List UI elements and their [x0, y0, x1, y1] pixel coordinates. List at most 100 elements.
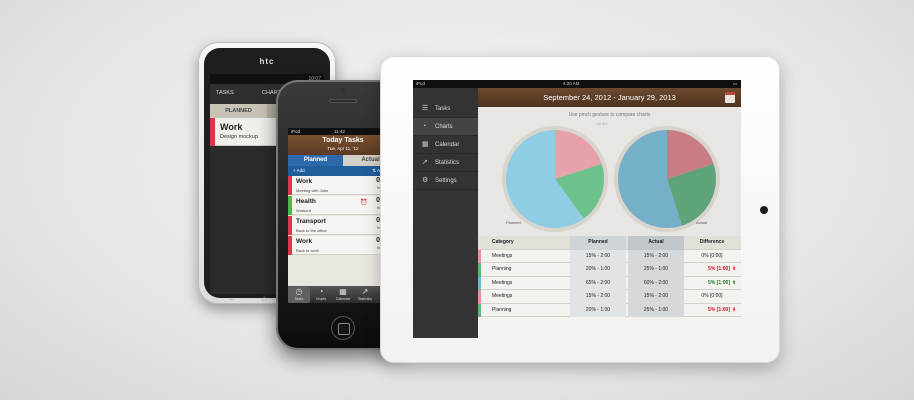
pinch-hint: Use pinch gesture to compare charts — [568, 112, 651, 118]
add-button[interactable]: + Add — [293, 168, 305, 173]
status-time: 11:42 — [334, 129, 345, 134]
pie-slice-planning — [555, 163, 604, 219]
task-color-bar — [288, 216, 292, 235]
iphone-screen: iPod 11:42 ▮ Today Tasks Tue, Apr 11, '1… — [288, 128, 398, 303]
cell-actual: 60% - 2:00 — [628, 276, 684, 290]
home-key-icon[interactable]: ⌂ — [262, 294, 267, 303]
pie-planned-svg — [502, 126, 608, 232]
sidebar-item-charts[interactable]: ◔ Charts — [413, 118, 478, 136]
category-chip — [478, 276, 481, 290]
htc-subtab-planned[interactable]: PLANNED — [225, 108, 252, 114]
header-title: Today Tasks — [322, 137, 364, 144]
pie-chart-actual[interactable]: Actual — [612, 124, 722, 234]
arrow-down-icon: ⬇ — [732, 266, 737, 272]
pie-label-planned: Planned — [506, 220, 521, 225]
cell-category: Meetings — [492, 279, 513, 286]
battery-icon: ▭ — [732, 81, 737, 86]
table-row[interactable]: Planning 20% - 1:00 25% - 1:00 5% [1:00]… — [478, 263, 741, 277]
category-chip — [478, 263, 481, 277]
date-range: September 24, 2012 - January 29, 2013 — [543, 93, 676, 102]
htc-tab-tasks[interactable]: TASKS — [216, 90, 234, 96]
cell-difference: 0% [0:00] — [701, 293, 723, 299]
task-color-bar — [288, 176, 292, 195]
htc-task-subtitle: Design mockup — [220, 134, 258, 140]
arrow-down-icon: ⬇ — [732, 306, 737, 313]
sidebar-item-statistics[interactable]: ↗ Statistics — [413, 154, 478, 172]
pie-slice-meetings — [555, 130, 602, 179]
toolbar-label: Statistics — [357, 297, 372, 301]
col-difference: Difference — [699, 239, 725, 245]
task-title: Transport — [296, 218, 326, 225]
arrow-up-icon: ⬆ — [732, 279, 737, 286]
cell-planned: 20% - 1:00 — [570, 263, 626, 277]
table-row[interactable]: Meetings 15% - 2:00 15% - 2:00 0% [0:00] — [478, 290, 741, 304]
comparison-table: Category Planned Actual Difference Meeti… — [478, 236, 741, 338]
ipad-screen: iPod 4:20 AM ▭ ☰ Tasks ◔ Charts ▦ Calendar … — [413, 80, 741, 338]
table-row[interactable]: Meetings 15% - 2:00 15% - 2:00 0% [0:00] — [478, 249, 741, 263]
sidebar-item-settings[interactable]: ⚙ Settings — [413, 172, 478, 190]
pie-chart-planned[interactable]: Planned — [500, 124, 610, 234]
toolbar-tasks[interactable]: ◷ Tasks — [288, 287, 310, 303]
toolbar-calendar[interactable]: ▦ Calendar — [332, 287, 354, 301]
task-title: Health — [296, 198, 316, 205]
cell-difference: 5% [1:00] — [708, 279, 730, 286]
gear-icon: ⚙ — [422, 177, 429, 184]
list-icon: ☰ — [422, 105, 429, 112]
tab-planned[interactable]: Planned — [288, 155, 343, 166]
carrier: iPod — [416, 81, 426, 86]
home-button[interactable] — [331, 316, 355, 340]
sidebar-label: Statistics — [435, 160, 460, 166]
stats-icon: ↗ — [422, 159, 428, 166]
sidebar-label: Charts — [435, 124, 453, 130]
sidebar-item-calendar[interactable]: ▦ Calendar — [413, 136, 478, 154]
htc-task-title: Work — [220, 122, 243, 132]
pie-slice-meetings — [667, 130, 714, 179]
task-color-bar — [288, 236, 292, 255]
col-category: Category — [492, 239, 514, 245]
pie-slice-planning — [667, 163, 716, 226]
date-range-header: September 24, 2012 - January 29, 2013 — [478, 88, 741, 107]
back-key-icon[interactable]: ← — [228, 294, 236, 303]
carrier: iPod — [291, 129, 301, 134]
toolbar-statistics[interactable]: ↗ Statistics — [354, 287, 376, 301]
cell-planned: 65% - 2:00 — [570, 276, 626, 290]
ipad-sidebar: ☰ Tasks ◔ Charts ▦ Calendar ↗ Statistics ⚙ Se… — [413, 88, 478, 338]
toolbar-label: Calendar — [335, 297, 351, 301]
sidebar-label: Tasks — [435, 106, 451, 112]
speaker — [329, 99, 357, 103]
cell-actual: 15% - 2:00 — [628, 249, 684, 263]
task-title: Work — [296, 238, 313, 245]
cell-actual: 25% - 1:00 — [628, 303, 684, 317]
tab-actual[interactable]: Actual — [343, 155, 398, 166]
sidebar-label: Settings — [435, 178, 457, 184]
table-row[interactable]: Meetings 65% - 2:00 60% - 2:00 5% [1:00]… — [478, 276, 741, 290]
task-title: Work — [296, 178, 313, 185]
sidebar-item-tasks[interactable]: ☰ Tasks — [413, 100, 478, 118]
pie-slice-other — [505, 129, 584, 228]
task-color-bar — [288, 196, 292, 215]
task-color-bar — [210, 118, 215, 146]
pie-icon: ◔ — [318, 287, 324, 296]
htc-status-bar: 10:07 — [210, 74, 324, 84]
cell-difference: 0% [0:00] — [701, 252, 723, 259]
alarm-icon: ⏰ — [360, 200, 368, 206]
calendar-button-icon[interactable] — [725, 92, 735, 103]
sidebar-label: Calendar — [435, 142, 460, 148]
category-chip — [478, 290, 481, 304]
table-row[interactable]: Planning 20% - 1:00 25% - 1:00 5% [1:00]… — [478, 303, 741, 317]
htc-tab-charts[interactable]: CHARTS — [262, 90, 285, 96]
pie-icon: ◔ — [422, 123, 427, 130]
cell-actual: 15% - 2:00 — [628, 290, 684, 304]
cell-difference: 5% [1:00] — [708, 266, 730, 272]
toolbar-label: Tasks — [294, 297, 304, 301]
cell-planned: 15% - 2:00 — [570, 249, 626, 263]
pie-actual-svg — [614, 126, 720, 232]
task-subtitle: Meeting with John — [296, 188, 329, 193]
ipad-home-button[interactable] — [760, 206, 768, 214]
header-date: Tue, Apr 11, '12 — [327, 146, 359, 151]
toolbar-charts[interactable]: ◔ Charts — [310, 287, 332, 301]
htc-brand: htc — [259, 57, 275, 66]
stats-icon: ↗ — [361, 287, 369, 296]
category-chip — [478, 249, 481, 263]
ipad: iPod 4:20 AM ▭ ☰ Tasks ◔ Charts ▦ Calendar … — [380, 56, 780, 363]
